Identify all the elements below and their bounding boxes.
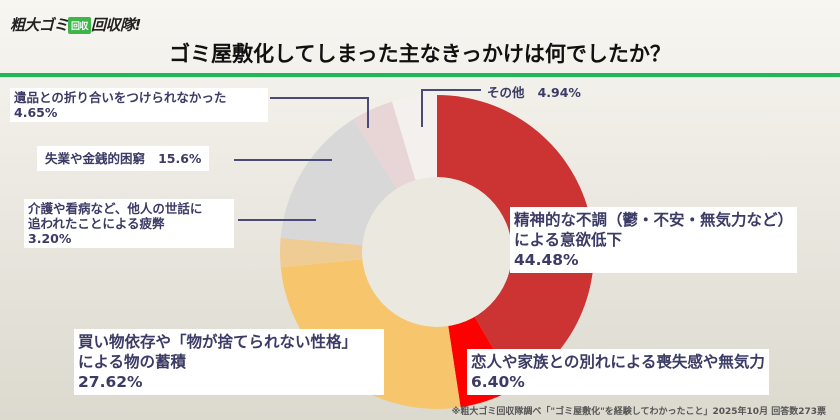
footnote: ※粗大ゴミ回収隊調べ「"ゴミ屋敷化"を経験してわかったこと」2025年10月 回… bbox=[451, 407, 826, 417]
title-divider bbox=[0, 73, 840, 77]
label-financial: 失業や金銭的困窮 15.6% bbox=[37, 146, 210, 171]
label-other: その他 4.94% bbox=[487, 85, 581, 100]
leader-line-other bbox=[421, 89, 481, 127]
label-loss: 恋人や家族との別れによる喪失感や無気力 6.40% bbox=[467, 349, 769, 395]
label-bereavement: 遺品との折り合いをつけられなかった 4.65% bbox=[10, 88, 268, 122]
donut-hole bbox=[362, 177, 512, 327]
donut-slice-3 bbox=[280, 237, 437, 268]
label-mental-health: 精神的な不調（鬱・不安・無気力など） による意欲低下 44.48% bbox=[510, 207, 798, 273]
brand-logo: 粗大ゴミ 回収 回収隊! bbox=[10, 16, 141, 34]
chart-title: ゴミ屋敷化してしまった主なきっかけは何でしたか？ bbox=[169, 42, 671, 66]
label-caregiving: 介護や看病など、他人の世話に 追われたことによる疲弊 3.20% bbox=[24, 199, 234, 248]
leader-line-bereavement bbox=[270, 97, 369, 128]
label-hoarding: 買い物依存や「物が捨てられない性格」 による物の蓄積 27.62% bbox=[74, 329, 384, 395]
